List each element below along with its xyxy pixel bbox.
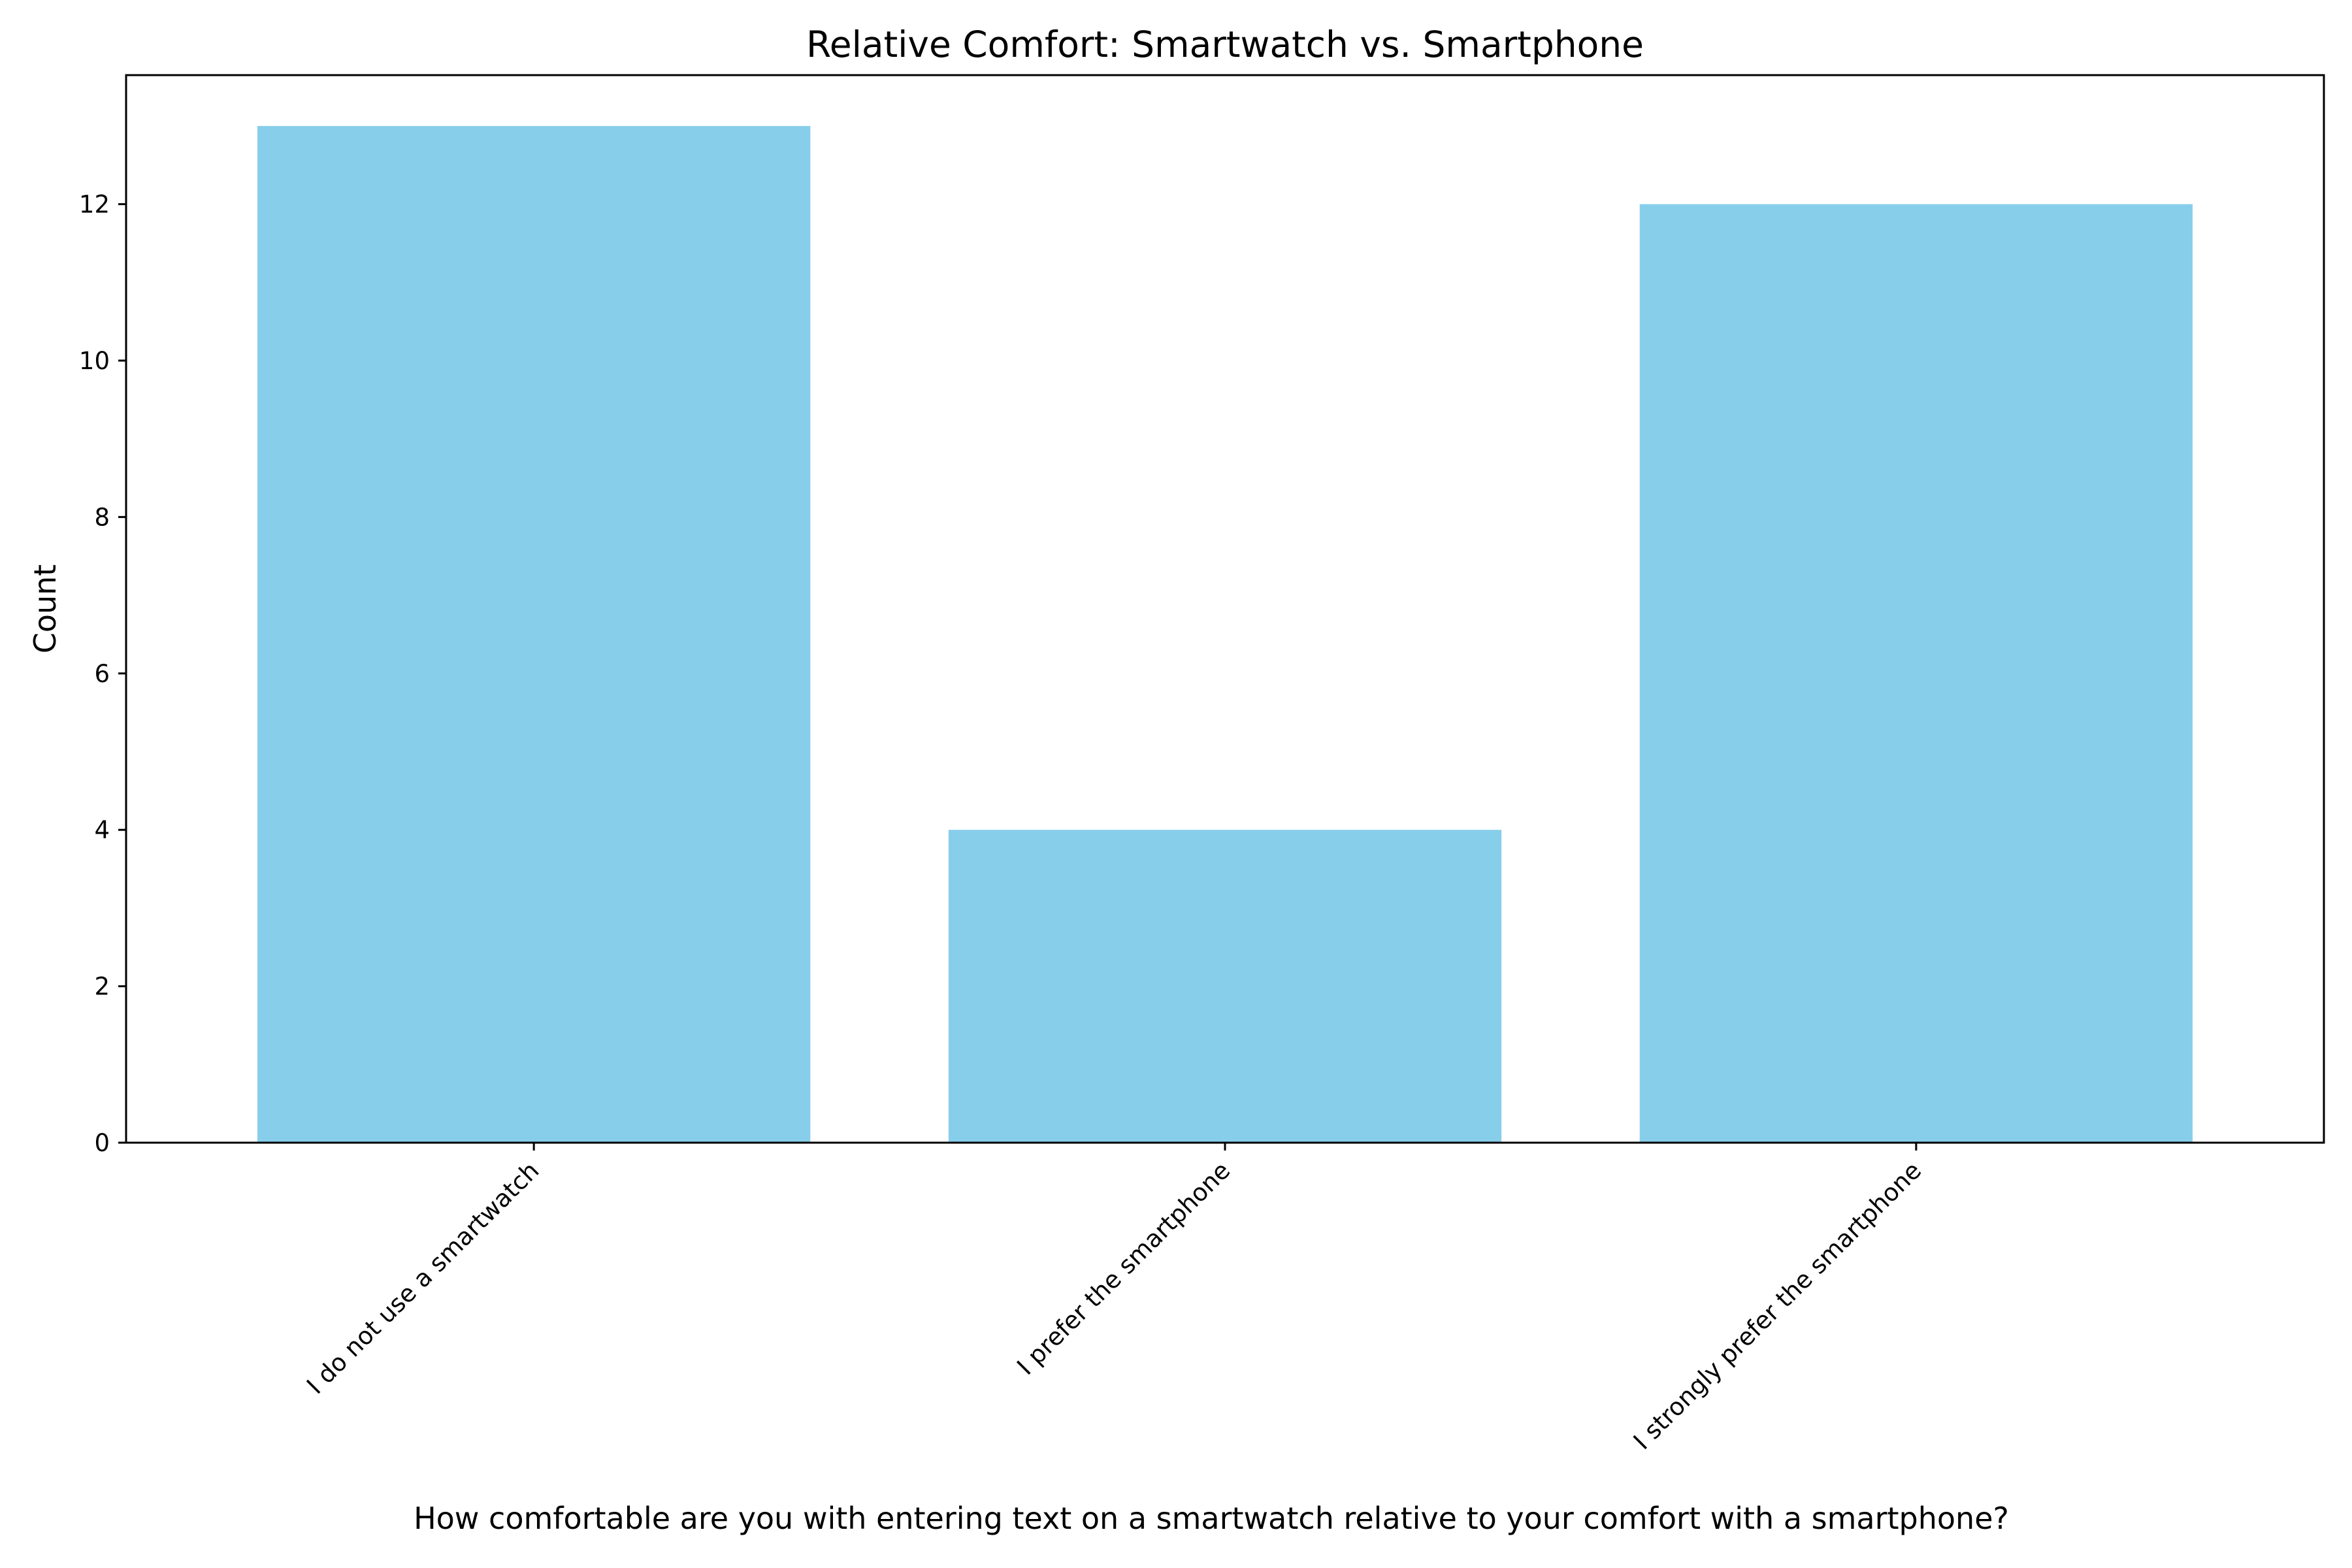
- x-axis-label: How comfortable are you with entering te…: [414, 1501, 2009, 1536]
- bar: [257, 125, 811, 1143]
- y-tick-label: 4: [94, 816, 110, 844]
- bar: [1639, 204, 2193, 1143]
- x-axis-ticks: I do not use a smartwatch I prefer the sm…: [301, 1143, 1927, 1455]
- bars-group: [257, 125, 2193, 1143]
- y-tick-label: 0: [94, 1129, 110, 1157]
- x-tick-label: I prefer the smartphone: [1011, 1156, 1235, 1380]
- y-tick-label: 12: [79, 191, 110, 219]
- y-tick-label: 2: [94, 973, 110, 1001]
- chart-title: Relative Comfort: Smartwatch vs. Smartph…: [806, 24, 1644, 65]
- y-axis-label: Count: [27, 564, 63, 654]
- bar: [948, 830, 1502, 1143]
- y-tick-label: 10: [79, 347, 110, 375]
- x-tick-label: I do not use a smartwatch: [301, 1156, 544, 1399]
- y-tick-label: 8: [94, 503, 110, 531]
- y-axis-ticks: 0 2 4 6 8 10 12: [79, 191, 126, 1157]
- plot-frame: [125, 74, 2325, 1144]
- x-tick-label: I strongly prefer the smartphone: [1628, 1156, 1927, 1455]
- y-tick-label: 6: [94, 660, 110, 688]
